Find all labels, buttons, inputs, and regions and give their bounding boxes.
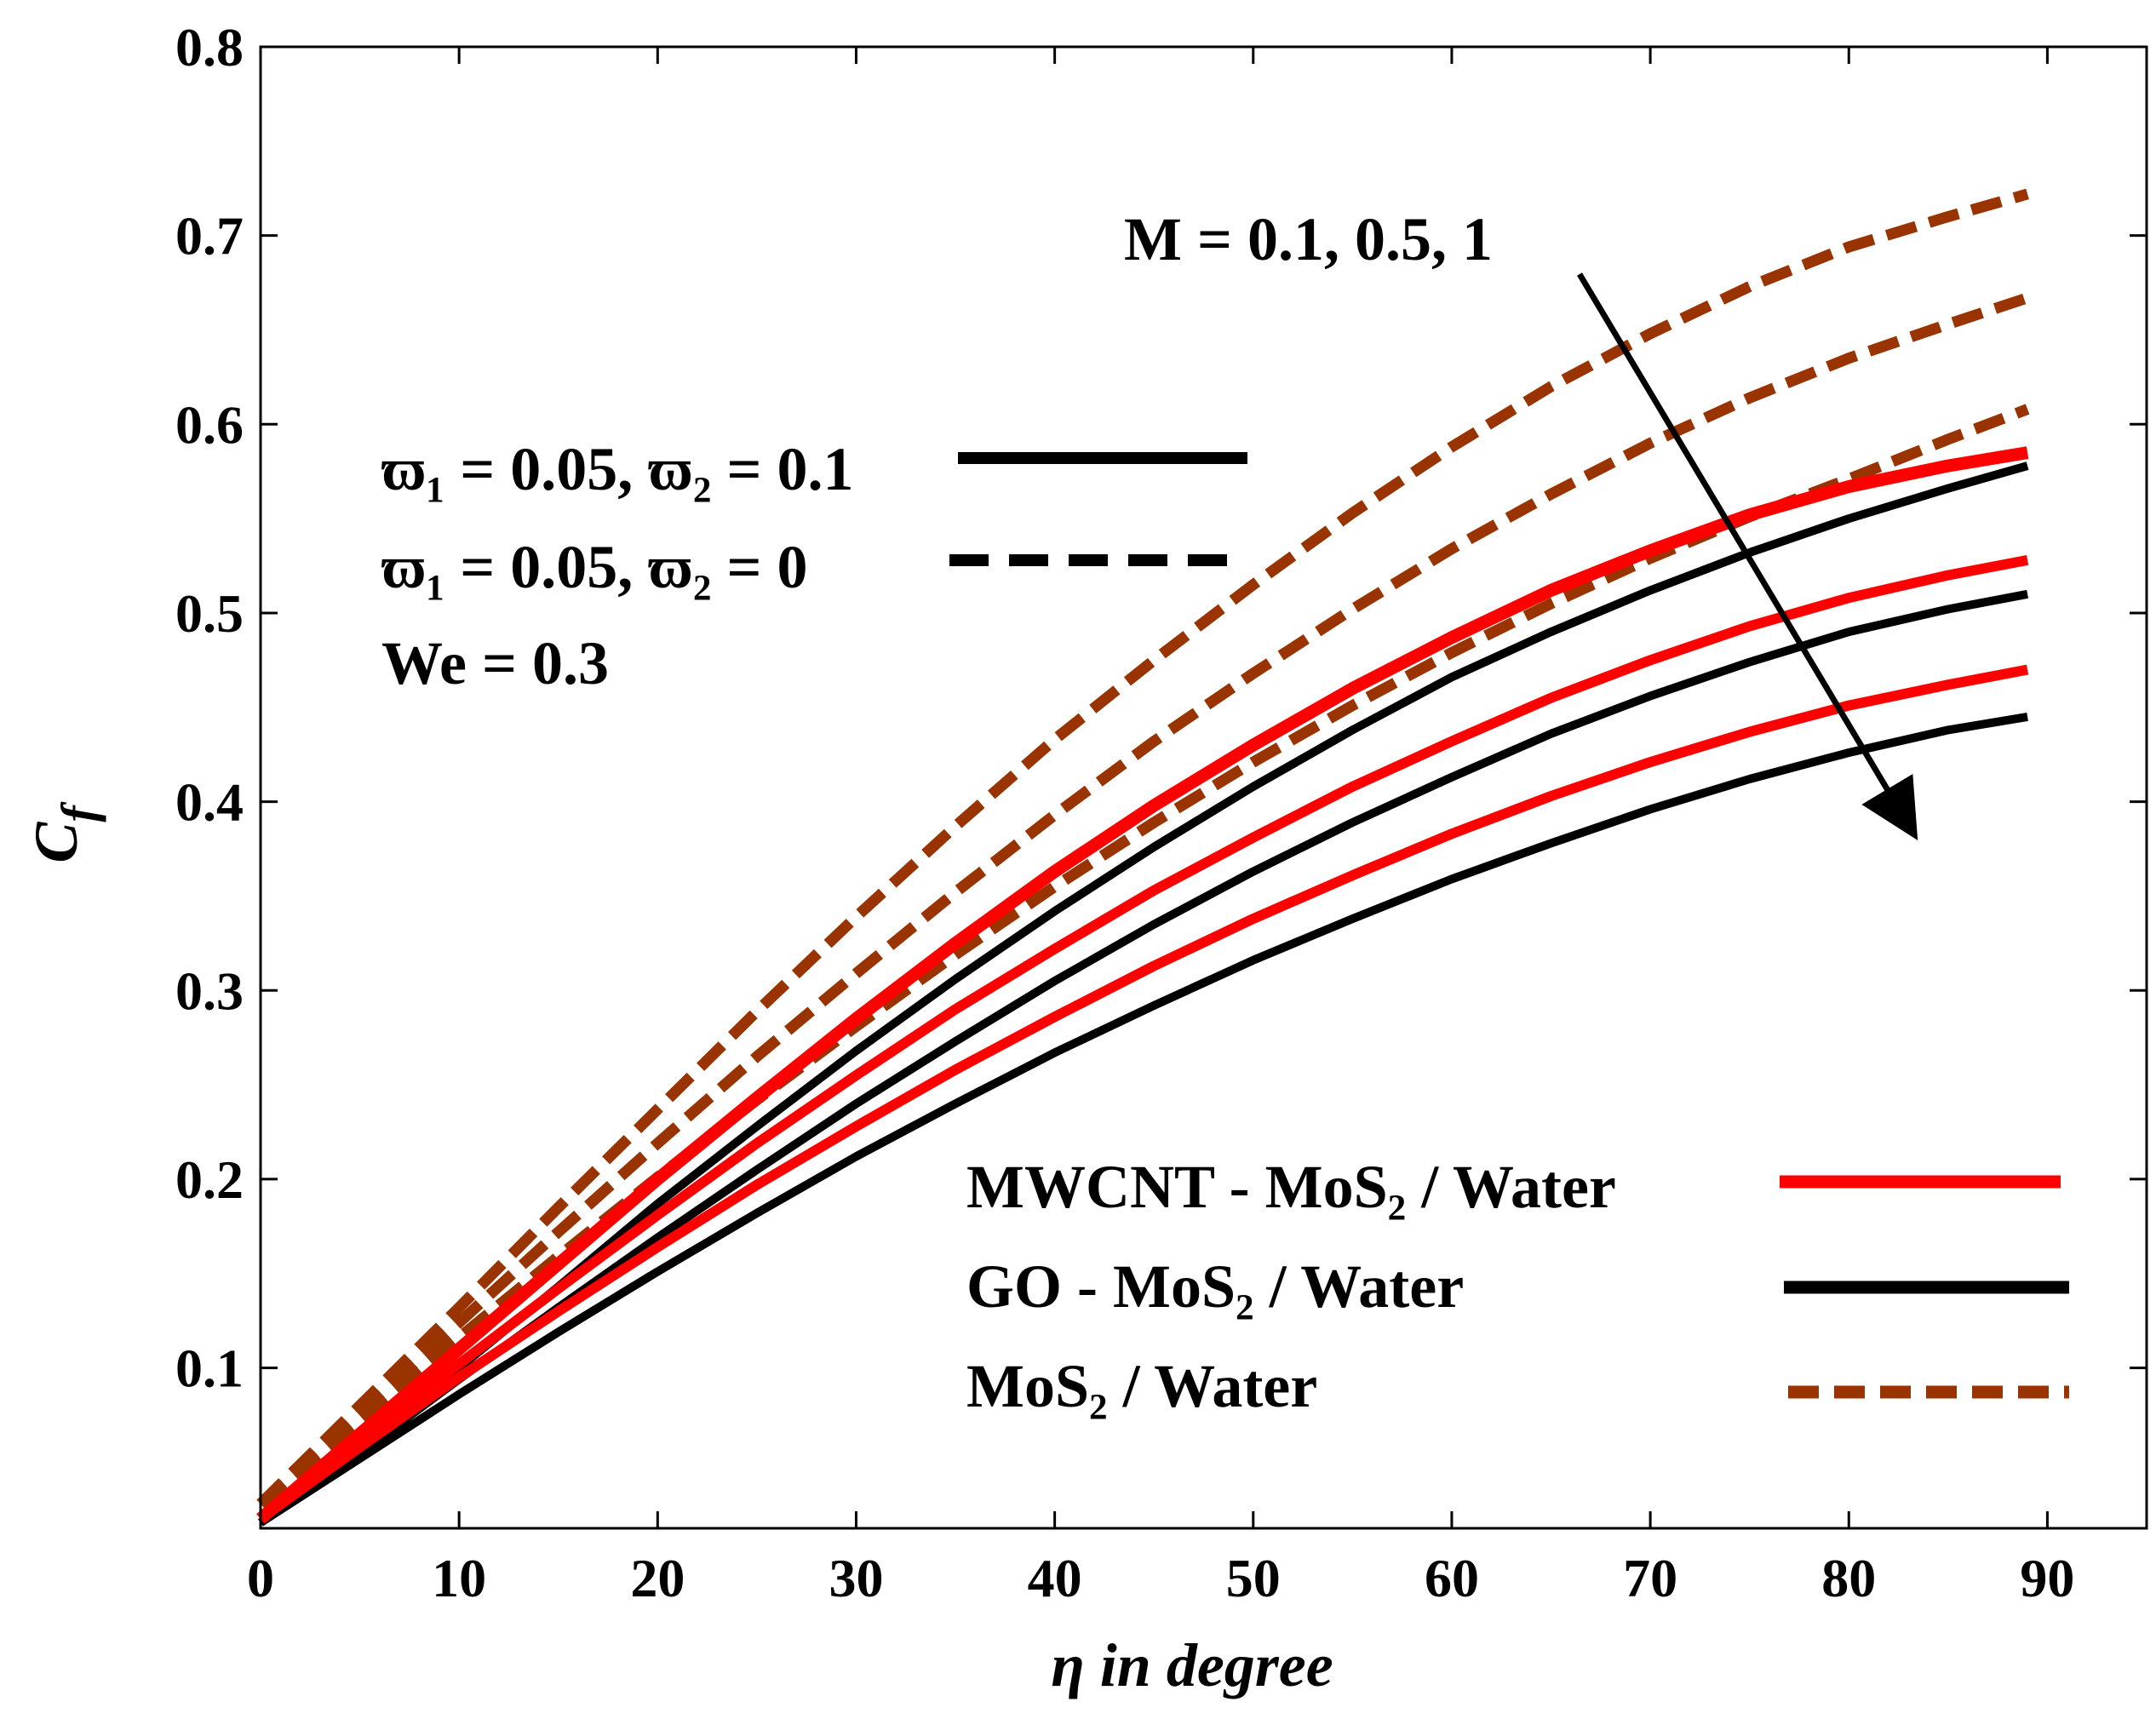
y-tick-label: 0.4 xyxy=(175,772,244,833)
y-tick-label: 0.1 xyxy=(175,1338,244,1399)
x-tick-label: 30 xyxy=(829,1548,883,1608)
series-line-mwcnt-3 xyxy=(257,664,2029,1523)
ticks-layer: 0 10 20 30 40 50 60 70 80 90 0.1 0.2 0.3 0.4 0.5 0.6 0.7… xyxy=(175,17,2147,1608)
series-line-mwcnt-1 xyxy=(256,446,2029,1524)
legend: MWCNT - MoS₂ / Water GO - MoS₂ / Water M… xyxy=(966,1153,2069,1420)
x-tick-label: 10 xyxy=(432,1548,486,1608)
param-line-2: ϖ₁ = 0.05, ϖ₂ = 0 xyxy=(381,533,807,601)
trend-arrow xyxy=(1576,272,1918,841)
y-tick-label: 0.5 xyxy=(175,583,244,644)
y-tick-label: 0.2 xyxy=(175,1149,244,1210)
x-tick-label: 40 xyxy=(1028,1548,1082,1608)
x-tick-label: 70 xyxy=(1623,1548,1677,1608)
series-line-mos2-2 xyxy=(256,292,2030,1509)
x-axis-label: η in degree xyxy=(1051,1631,1333,1699)
series-layer xyxy=(256,188,2030,1527)
x-tick-label: 50 xyxy=(1226,1548,1281,1608)
x-tick-label: 0 xyxy=(247,1548,274,1608)
plot-frame xyxy=(259,45,2148,1530)
x-tick-label: 60 xyxy=(1425,1548,1479,1608)
y-tick-label: 0.3 xyxy=(175,960,244,1021)
y-axis-label: Cf xyxy=(22,801,106,863)
series-line-mwcnt-2 xyxy=(257,555,2029,1523)
y-tick-label: 0.7 xyxy=(175,206,244,266)
legend-label-mos2: MoS₂ / Water xyxy=(966,1352,1317,1420)
legend-label-go: GO - MoS₂ / Water xyxy=(966,1252,1464,1321)
x-tick-label: 20 xyxy=(630,1548,685,1608)
y-tick-label: 0.8 xyxy=(175,17,244,77)
x-tick-label: 80 xyxy=(1821,1548,1876,1608)
x-tick-label: 90 xyxy=(2020,1548,2074,1608)
svg-text:Cf: Cf xyxy=(22,801,106,863)
series-line-mos2-1 xyxy=(256,188,2029,1508)
param-line-1: ϖ₁ = 0.05, ϖ₂ = 0.1 xyxy=(381,435,853,503)
x-tick-label: 0 xyxy=(247,1548,274,1608)
m-annotation: M = 0.1, 0.5, 1 xyxy=(1124,205,1493,273)
param-line-3: We = 0.3 xyxy=(381,629,609,697)
series-line-go-3 xyxy=(258,712,2028,1527)
legend-label-mwcnt: MWCNT - MoS₂ / Water xyxy=(966,1153,1616,1221)
y-tick-label: 0.6 xyxy=(175,394,244,455)
